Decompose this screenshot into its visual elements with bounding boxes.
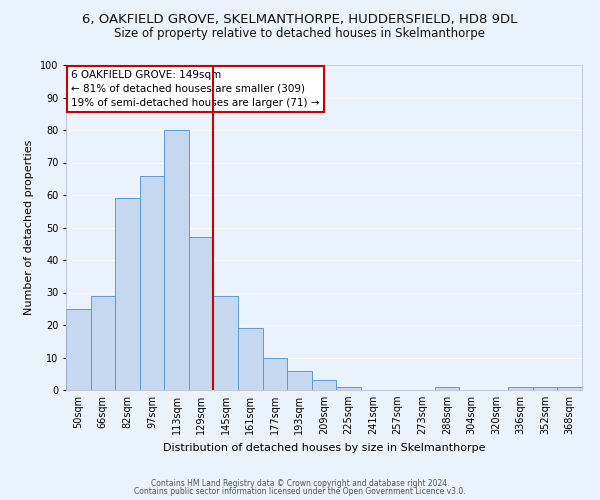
- Text: Contains HM Land Registry data © Crown copyright and database right 2024.: Contains HM Land Registry data © Crown c…: [151, 478, 449, 488]
- Text: 6, OAKFIELD GROVE, SKELMANTHORPE, HUDDERSFIELD, HD8 9DL: 6, OAKFIELD GROVE, SKELMANTHORPE, HUDDER…: [82, 12, 518, 26]
- Bar: [312, 380, 336, 390]
- Text: Contains public sector information licensed under the Open Government Licence v3: Contains public sector information licen…: [134, 487, 466, 496]
- Text: Size of property relative to detached houses in Skelmanthorpe: Size of property relative to detached ho…: [115, 28, 485, 40]
- Bar: [557, 387, 582, 390]
- Text: 6 OAKFIELD GROVE: 149sqm
← 81% of detached houses are smaller (309)
19% of semi-: 6 OAKFIELD GROVE: 149sqm ← 81% of detach…: [71, 70, 320, 108]
- Bar: [140, 176, 164, 390]
- X-axis label: Distribution of detached houses by size in Skelmanthorpe: Distribution of detached houses by size …: [163, 442, 485, 452]
- Bar: [115, 198, 140, 390]
- Bar: [336, 387, 361, 390]
- Bar: [66, 308, 91, 390]
- Bar: [508, 387, 533, 390]
- Bar: [434, 387, 459, 390]
- Bar: [91, 296, 115, 390]
- Bar: [533, 387, 557, 390]
- Bar: [287, 370, 312, 390]
- Bar: [164, 130, 189, 390]
- Y-axis label: Number of detached properties: Number of detached properties: [25, 140, 34, 315]
- Bar: [214, 296, 238, 390]
- Bar: [263, 358, 287, 390]
- Bar: [238, 328, 263, 390]
- Bar: [189, 238, 214, 390]
